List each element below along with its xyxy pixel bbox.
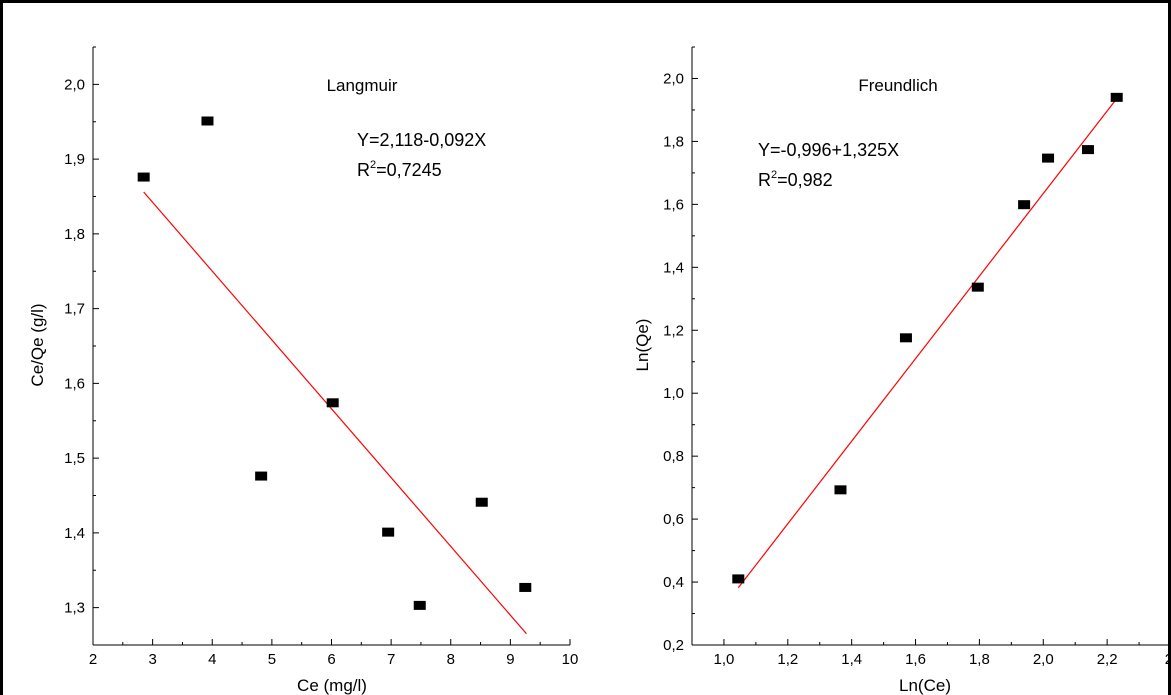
langmuir-y-tick-label: 1,4 (64, 525, 85, 542)
langmuir-data-point (519, 582, 532, 592)
freundlich-y-tick-label: 0,8 (663, 448, 684, 465)
freundlich-data-point (899, 333, 912, 343)
langmuir-x-tick-label: 10 (562, 651, 579, 668)
langmuir-x-tick-label: 3 (148, 651, 156, 668)
langmuir-x-tick-label: 9 (506, 651, 514, 668)
langmuir-x-tick-label: 6 (327, 651, 335, 668)
langmuir-y-tick-label: 1,5 (64, 450, 85, 467)
langmuir-y-tick-label: 1,6 (64, 375, 85, 392)
langmuir-data-point (137, 172, 150, 182)
freundlich-x-tick-label: 1,6 (905, 651, 926, 668)
freundlich-equation: Y=-0,996+1,325X (758, 140, 899, 160)
freundlich-x-tick-label: 1,0 (714, 651, 735, 668)
langmuir-data-point (255, 471, 268, 481)
langmuir-chart: Langmuir Y=2,118-0,092X R2=0,7245 Ce (mg… (28, 46, 579, 695)
freundlich-data-point (732, 574, 745, 584)
freundlich-x-tick-label: 1,2 (777, 651, 798, 668)
freundlich-y-tick-label: 0,4 (663, 574, 684, 591)
freundlich-x-axis-title: Ln(Ce) (899, 676, 951, 695)
langmuir-fit-line (143, 191, 527, 635)
freundlich-x-tick-label: 2, (1165, 651, 1171, 668)
freundlich-x-tick-label: 1,8 (969, 651, 990, 668)
langmuir-data-point (326, 398, 339, 408)
langmuir-x-tick-label: 5 (268, 651, 276, 668)
freundlich-y-tick-label: 0,2 (663, 637, 684, 654)
freundlich-x-tick-label: 2,0 (1033, 651, 1054, 668)
freundlich-data-point (1042, 153, 1055, 163)
langmuir-y-tick-label: 1,9 (64, 151, 85, 168)
langmuir-data-point (201, 116, 214, 126)
langmuir-y-tick-label: 1,8 (64, 226, 85, 243)
langmuir-data-point (475, 497, 488, 507)
freundlich-y-tick-label: 1,4 (663, 259, 684, 276)
langmuir-y-tick-label: 1,3 (64, 600, 85, 617)
langmuir-data-point (382, 527, 395, 537)
langmuir-r2: R2=0,7245 (357, 159, 442, 180)
langmuir-y-tick-label: 1,7 (64, 301, 85, 318)
freundlich-chart: Freundlich Y=-0,996+1,325X R2=0,982 Ln(C… (633, 46, 1171, 695)
langmuir-y-tick-label: 2,0 (64, 76, 85, 93)
freundlich-y-tick-label: 1,0 (663, 385, 684, 402)
freundlich-data-point (1081, 145, 1094, 155)
freundlich-r2: R2=0,982 (758, 169, 833, 190)
langmuir-x-tick-label: 4 (208, 651, 216, 668)
freundlich-data-point (1018, 200, 1031, 210)
freundlich-y-tick-label: 1,8 (663, 133, 684, 150)
freundlich-data-point (971, 282, 984, 292)
langmuir-x-tick-label: 8 (447, 651, 455, 668)
freundlich-y-tick-label: 0,6 (663, 511, 684, 528)
freundlich-x-tick-label: 1,4 (841, 651, 862, 668)
freundlich-y-axis-title: Ln(Qe) (633, 319, 652, 372)
langmuir-y-axis-title: Ce/Qe (g/l) (28, 303, 47, 386)
freundlich-fit-line (737, 98, 1118, 589)
langmuir-data-point (413, 600, 426, 610)
freundlich-data-point (1110, 92, 1123, 102)
freundlich-y-tick-label: 1,6 (663, 196, 684, 213)
langmuir-equation: Y=2,118-0,092X (357, 130, 486, 150)
freundlich-y-tick-label: 1,2 (663, 322, 684, 339)
freundlich-data-point (834, 485, 847, 495)
langmuir-x-axis-title: Ce (mg/l) (297, 676, 367, 695)
langmuir-x-tick-label: 7 (387, 651, 395, 668)
langmuir-x-tick-label: 2 (89, 651, 97, 668)
freundlich-title: Freundlich (858, 76, 937, 95)
freundlich-x-tick-label: 2,2 (1097, 651, 1118, 668)
langmuir-title: Langmuir (327, 76, 398, 95)
freundlich-y-tick-label: 2,0 (663, 70, 684, 87)
